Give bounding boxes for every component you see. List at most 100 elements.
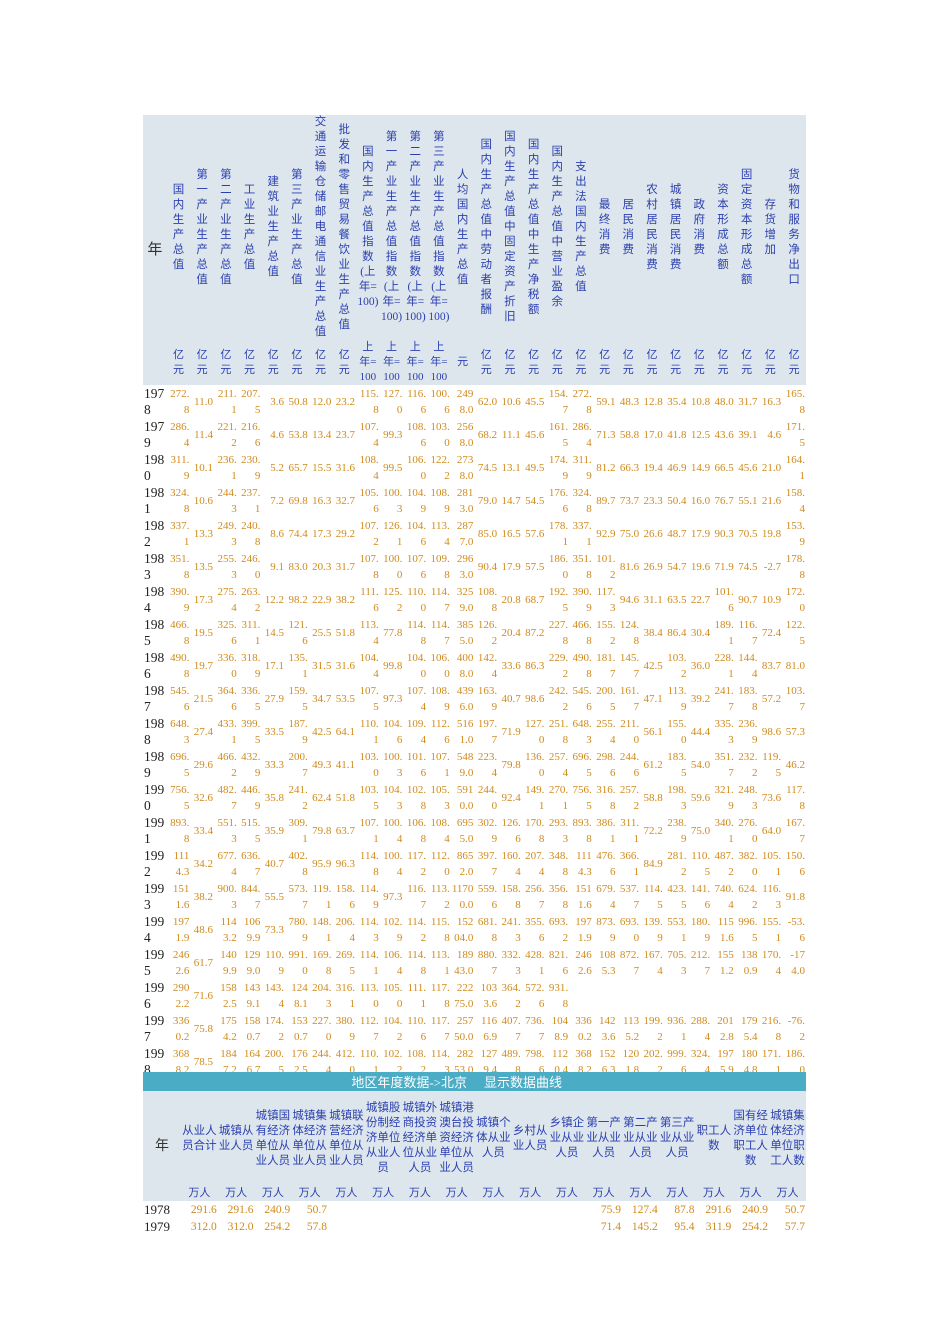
cell: 90.4 xyxy=(477,560,498,573)
cell: 107.2 xyxy=(359,519,379,548)
cell: 71.6 xyxy=(193,989,214,1002)
cell: 515.5 xyxy=(241,816,261,845)
cell: 114.5 xyxy=(643,882,663,911)
cell: 466.2 xyxy=(217,750,237,779)
link[interactable]: 显示数据曲线 xyxy=(484,1075,563,1090)
cell: 95.4 xyxy=(674,1220,695,1233)
cell: 20.8 xyxy=(501,593,521,606)
cell: 174.9 xyxy=(548,453,569,482)
cell: 2462.6 xyxy=(575,948,592,977)
cell: 14.7 xyxy=(501,494,521,507)
cell: 57.5 xyxy=(525,560,545,573)
cell: 155.2 xyxy=(596,618,616,647)
cell: 316.8 xyxy=(596,783,616,812)
cell xyxy=(328,1201,365,1218)
cell: 33.3 xyxy=(264,758,285,771)
cell: 12.5 xyxy=(690,428,711,441)
cell: 122.5 xyxy=(785,618,805,647)
cell: 22.9 xyxy=(312,593,332,606)
column-header: 年 xyxy=(143,1091,181,1201)
cell: 108.2 xyxy=(406,1047,427,1076)
data-row: 1993 1511.6 38.2 900.3 844.7 55.5 573.7 119.1 15… xyxy=(143,880,806,913)
cell: 115.8 xyxy=(359,387,379,416)
cell: 1971.9 xyxy=(172,915,190,944)
cell: 89.7 xyxy=(596,494,616,507)
column-header: 城镇从业人员 xyxy=(217,1091,255,1186)
cell: 298.6 xyxy=(596,750,616,779)
cell: 340.1 xyxy=(714,816,734,845)
cell: 49.5 xyxy=(525,461,545,474)
cell: 59.6 xyxy=(690,791,711,804)
cell: 15.5 xyxy=(312,461,332,474)
unit: 万人 xyxy=(585,1186,622,1201)
cell: 63.7 xyxy=(335,824,356,837)
cell: 68.7 xyxy=(525,593,545,606)
cell: 23.2 xyxy=(335,395,356,408)
column-header: 城镇国有经济单位从业人员 xyxy=(254,1091,292,1186)
cell: 1114.3 xyxy=(576,849,592,878)
cell: 114.3 xyxy=(430,1047,450,1076)
cell: 91.8 xyxy=(785,890,805,903)
cell: 33.4 xyxy=(193,824,214,837)
cell: 490.8 xyxy=(170,651,190,680)
data-row: 1995 2462.6 61.7 1409.9 1299.0 110.9 991.0 169.… xyxy=(143,946,806,979)
cell: 38.2 xyxy=(193,890,214,903)
cell: 756.5 xyxy=(170,783,190,812)
year: 1990 xyxy=(144,781,165,813)
cell: 13.4 xyxy=(312,428,332,441)
gdp-table: 年国内生产总值 第一产业生产总值 第二产业生产总值 工业生产总值 建筑业生产总值 第三产业… xyxy=(143,115,806,1078)
cell: 428.1 xyxy=(525,948,545,977)
cell: 272.8 xyxy=(572,387,592,416)
data-row: 1990 756.5 32.6 482.7 446.9 35.8 241.2 62.4 51.8… xyxy=(143,781,806,814)
cell: 8.6 xyxy=(270,527,285,540)
cell: 17.9 xyxy=(501,560,521,573)
cell: 114.7 xyxy=(430,618,450,647)
cell: 116.7 xyxy=(738,618,758,647)
cell: 103.0 xyxy=(430,420,450,449)
column-header: 建筑业生产总值 xyxy=(261,115,286,340)
cell: 105.3 xyxy=(430,783,450,812)
cell: 81.2 xyxy=(596,461,616,474)
unit: 万人 xyxy=(548,1186,586,1201)
cell: 1971.9 xyxy=(575,915,592,944)
cell: 12.0 xyxy=(312,395,332,408)
cell: 19.6 xyxy=(690,560,711,573)
cell: 2738.0 xyxy=(456,453,474,482)
cell: 821.6 xyxy=(548,948,569,977)
cell: 5489.0 xyxy=(456,750,474,779)
column-header: 居民消费 xyxy=(616,115,641,340)
cell: 41.8 xyxy=(667,428,687,441)
cell: 170.4 xyxy=(761,948,782,977)
cell: 55.1 xyxy=(738,494,758,507)
cell: 165.8 xyxy=(785,387,805,416)
cell: 254.2 xyxy=(742,1220,768,1233)
cell: 31.6 xyxy=(335,461,356,474)
column-header: 国内生产总值中生产净税额 xyxy=(521,115,546,340)
cell: 62.0 xyxy=(477,395,498,408)
cell: 221.2 xyxy=(217,420,237,449)
cell: 105.0 xyxy=(383,981,403,1010)
unit: 万人 xyxy=(438,1186,475,1201)
cell: 71.9 xyxy=(501,725,521,738)
unit: 亿元 xyxy=(261,340,286,385)
cell: 390.9 xyxy=(170,585,190,614)
cell: 241.3 xyxy=(501,915,521,944)
cell: 4.6 xyxy=(767,428,782,441)
cell: 16.5 xyxy=(501,527,521,540)
cell: 83.0 xyxy=(288,560,308,573)
cell: 42.5 xyxy=(643,659,663,672)
unit: 万人 xyxy=(401,1186,439,1201)
unit: 亿元 xyxy=(285,340,309,385)
cell: 75.0 xyxy=(690,824,711,837)
cell: 53.8 xyxy=(288,428,308,441)
cell: 73.7 xyxy=(619,494,640,507)
cell: 931.8 xyxy=(548,981,569,1010)
cell: 148.1 xyxy=(312,915,332,944)
cell: 55.5 xyxy=(264,890,285,903)
cell: 74.4 xyxy=(288,527,308,540)
cell: 40.7 xyxy=(264,857,285,870)
cell: 21.0 xyxy=(761,461,782,474)
column-header: 最终消费 xyxy=(592,115,617,340)
cell: 160.4 xyxy=(501,849,521,878)
data-row: 1991 893.8 33.4 551.3 515.5 35.9 309.1 79.8 63.7… xyxy=(143,814,806,847)
